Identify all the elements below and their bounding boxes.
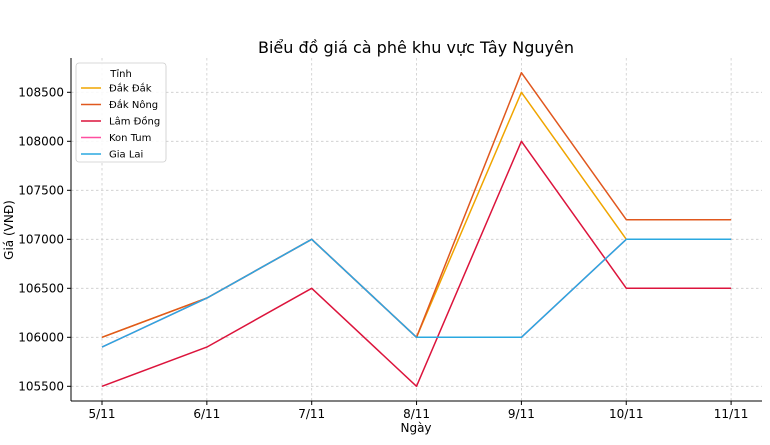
y-axis-title: Giá (VNĐ) [2,200,16,260]
series-line [101,140,732,388]
series-line [101,238,732,348]
grid [71,58,762,401]
legend-title: Tỉnh [109,68,132,80]
y-tick-label: 105500 [18,379,64,393]
x-tick-label: 9/11 [508,407,535,421]
x-tick-label: 8/11 [403,407,430,421]
legend-label: Lâm Đồng [109,116,160,128]
x-axis-title: Ngày [400,421,431,435]
legend-label: Đắk Nông [109,98,158,111]
x-tick-label: 7/11 [298,407,325,421]
legend-label: Kon Tum [109,133,151,144]
legend-label: Gia Lai [109,150,143,161]
legend-items: Đắk Đắk Đắk Nông Lâm Đồng Kon Tum Gia Lai [81,82,160,161]
y-tick-label: 106000 [18,330,64,344]
y-tick-label: 107000 [18,232,64,246]
x-tick-label: 6/11 [193,407,220,421]
x-tick-label: 10/11 [609,407,644,421]
legend-label: Đắk Đắk [109,82,152,95]
y-tick-label: 107500 [18,183,64,197]
y-ticks: 105500 106000 106500 107000 107500 108000 1085… [18,85,71,393]
y-tick-label: 106500 [18,281,64,295]
chart-title: Biểu đồ giá cà phê khu vực Tây Nguyên [258,38,574,57]
y-tick-label: 108500 [18,85,64,99]
x-ticks: 5/11 6/11 7/11 8/11 9/11 10/11 11/11 [89,401,749,421]
y-tick-label: 108000 [18,134,64,148]
x-tick-label: 5/11 [89,407,116,421]
legend: Tỉnh Đắk Đắk Đắk Nông Lâm Đồng Kon Tum Gia L… [75,62,167,163]
series-lines [101,71,732,388]
x-tick-label: 11/11 [714,407,749,421]
